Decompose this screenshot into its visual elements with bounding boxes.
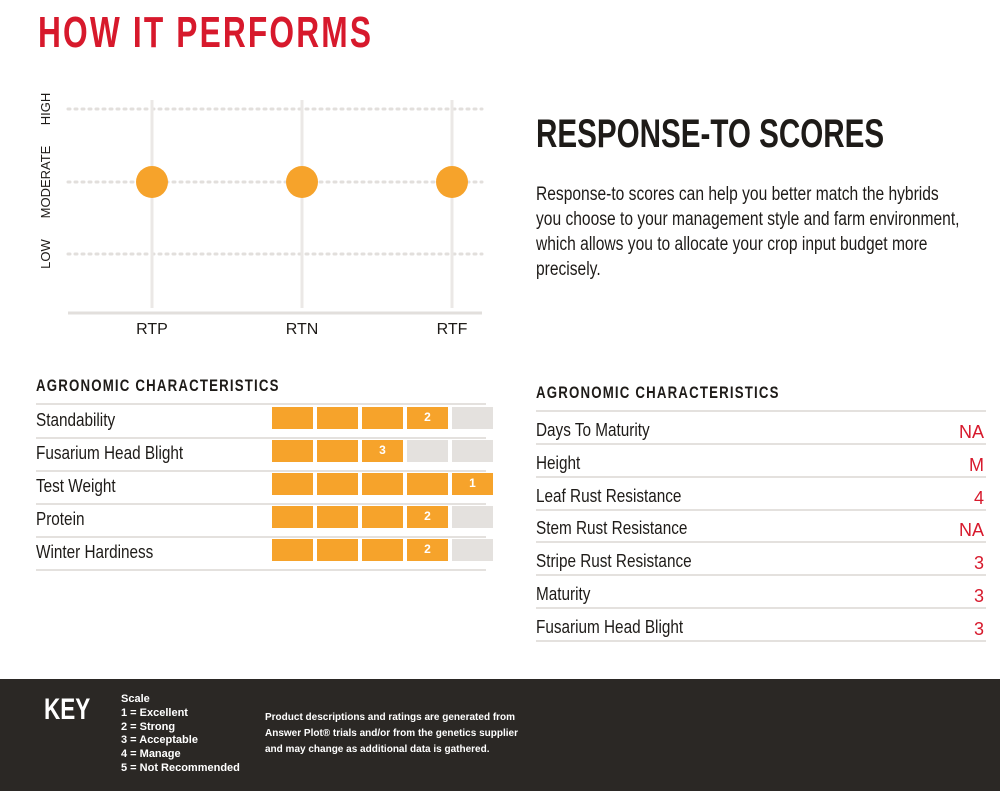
- rating-segment-filled: [317, 473, 358, 495]
- rating-segment-filled: 1: [452, 473, 493, 495]
- characteristic-row: Fusarium Head Blight 3: [36, 438, 493, 472]
- rating-segment-empty: [452, 539, 493, 561]
- characteristic-label: Fusarium Head Blight: [36, 443, 184, 463]
- characteristic-value: 3: [973, 553, 984, 574]
- rating-segment-empty: [407, 440, 448, 462]
- characteristic-label: Leaf Rust Resistance: [536, 485, 682, 506]
- rating-segment-filled: [272, 440, 313, 462]
- agronomic-characteristics-heading-right: AGRONOMIC CHARACTERISTICS: [536, 383, 780, 402]
- characteristic-label: Maturity: [536, 584, 591, 604]
- rating-bar: 3: [272, 440, 494, 462]
- key-title: KEY: [44, 693, 91, 726]
- rating-number: 3: [379, 443, 386, 457]
- response-scores-description: Response-to scores can help you better m…: [536, 184, 960, 280]
- characteristic-label: Days To Maturity: [536, 420, 650, 440]
- characteristic-label: Fusarium Head Blight: [536, 616, 684, 637]
- characteristic-row: Winter Hardiness 2: [36, 537, 493, 571]
- right-table-divider: [536, 410, 986, 412]
- characteristic-value: M: [969, 454, 984, 475]
- rating-segment-filled: [272, 473, 313, 495]
- rating-segment-filled: 2: [407, 407, 448, 429]
- key-footer: KEY Scale 1 = Excellent 2 = Strong 3 = A…: [0, 679, 1000, 791]
- rating-segment-empty: [452, 440, 493, 462]
- characteristic-value: 3: [973, 618, 984, 639]
- rating-segment-filled: 2: [407, 539, 448, 561]
- characteristic-label: Standability: [36, 410, 116, 430]
- characteristic-row: Maturity 3: [536, 576, 986, 609]
- rating-number: 1: [469, 476, 476, 490]
- rating-segment-filled: [272, 407, 313, 429]
- scale-item: 1 = Excellent: [121, 706, 188, 719]
- score-point-rtf: [436, 166, 468, 198]
- scale-item: 4 = Manage: [121, 748, 181, 761]
- rating-number: 2: [424, 410, 431, 424]
- scale-item: 5 = Not Recommended: [121, 761, 240, 774]
- agronomic-characteristics-heading-left: AGRONOMIC CHARACTERISTICS: [36, 376, 280, 395]
- rating-number: 2: [424, 542, 431, 556]
- scale-item: 2 = Strong: [121, 720, 176, 733]
- y-tick-label: MODERATE: [38, 145, 53, 218]
- x-tick-label: RTP: [136, 321, 168, 338]
- score-point-rtp: [136, 166, 168, 198]
- y-tick-label: HIGH: [38, 93, 53, 126]
- scale-title: Scale: [121, 693, 150, 705]
- rating-segment-filled: 2: [407, 506, 448, 528]
- characteristic-row: Protein 2: [36, 504, 493, 538]
- y-tick-label: LOW: [38, 238, 53, 268]
- response-to-chart: LOW MODERATE HIGH RTP RTN RTF: [38, 93, 484, 338]
- score-point-rtn: [286, 166, 318, 198]
- characteristic-label: Stem Rust Resistance: [536, 518, 688, 539]
- rating-segment-filled: [272, 539, 313, 561]
- rating-number: 2: [424, 509, 431, 523]
- rating-segment-empty: [452, 506, 493, 528]
- characteristic-label: Stripe Rust Resistance: [536, 551, 692, 572]
- x-tick-label: RTN: [286, 321, 319, 338]
- characteristic-row: Stripe Rust Resistance 3: [536, 543, 986, 577]
- rating-segment-filled: [362, 473, 403, 495]
- characteristic-row: Height M: [536, 445, 986, 478]
- scale-item: 3 = Acceptable: [121, 734, 198, 747]
- characteristic-value: NA: [958, 520, 984, 541]
- characteristic-label: Test Weight: [36, 476, 116, 496]
- rating-bar: 2: [272, 506, 494, 528]
- rating-segment-empty: [452, 407, 493, 429]
- page-title: HOW IT PERFORMS: [38, 8, 374, 57]
- characteristic-row: Test Weight 1: [36, 471, 493, 505]
- rating-segment-filled: [317, 407, 358, 429]
- left-table-divider: [36, 403, 486, 405]
- characteristic-value: 4: [973, 487, 984, 508]
- characteristic-label: Height: [536, 452, 581, 473]
- characteristic-label: Protein: [36, 509, 85, 529]
- rating-segment-filled: [317, 539, 358, 561]
- rating-segment-filled: [317, 506, 358, 528]
- rating-segment-filled: [317, 440, 358, 462]
- rating-segment-filled: [362, 407, 403, 429]
- characteristic-label: Winter Hardiness: [36, 542, 154, 562]
- rating-segment-filled: [407, 473, 448, 495]
- rating-bar: 1: [272, 473, 494, 495]
- scale-legend: Scale 1 = Excellent 2 = Strong 3 = Accep…: [121, 693, 240, 776]
- rating-segment-filled: [272, 506, 313, 528]
- response-scores-heading: RESPONSE-TO SCORES: [536, 112, 885, 156]
- characteristic-value: 3: [973, 586, 984, 606]
- characteristic-value: NA: [958, 422, 984, 442]
- characteristic-row: Leaf Rust Resistance 4: [536, 478, 986, 511]
- disclaimer-text: Product descriptions and ratings are gen…: [265, 712, 518, 755]
- characteristic-row: Fusarium Head Blight 3: [536, 609, 986, 642]
- rating-segment-filled: [362, 506, 403, 528]
- characteristic-row: Stem Rust Resistance NA: [536, 510, 986, 544]
- characteristic-row: Days To Maturity NA: [536, 412, 986, 445]
- characteristic-row: Standability 2: [36, 405, 493, 439]
- rating-bar: 2: [272, 407, 494, 429]
- rating-segment-filled: [362, 539, 403, 561]
- rating-segment-filled: 3: [362, 440, 403, 462]
- x-tick-label: RTF: [437, 321, 468, 338]
- rating-bar: 2: [272, 539, 494, 561]
